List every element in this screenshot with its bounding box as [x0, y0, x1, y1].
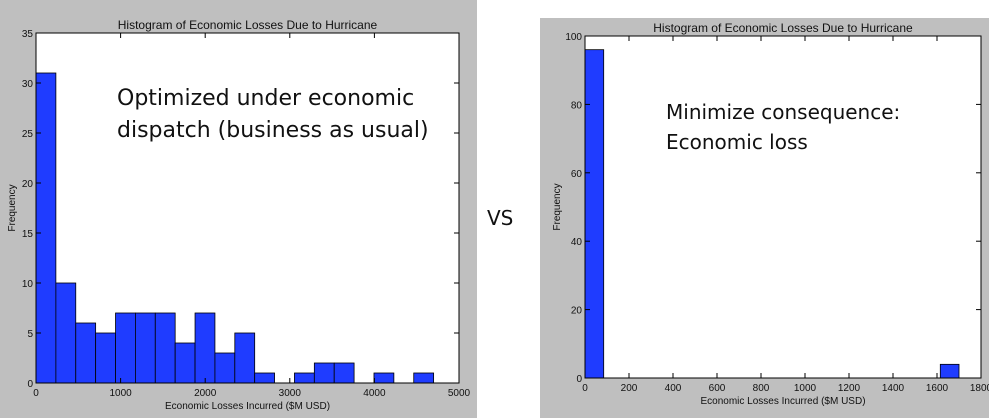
annotation-line: dispatch (business as usual) [117, 118, 429, 143]
vs-label: VS [487, 206, 514, 230]
annotation-line: Economic loss [666, 130, 808, 154]
right-chart-panel: Histogram of Economic Losses Due to Hurr… [540, 18, 989, 418]
histogram-bar [939, 363, 960, 379]
histogram-bar [234, 332, 256, 384]
annotation-line: Optimized under economic [117, 86, 414, 111]
x-tick-label: 0 [582, 383, 588, 394]
y-tick-label: 30 [22, 79, 34, 90]
left-chart-panel: Histogram of Economic Losses Due to Hurr… [0, 0, 477, 418]
y-tick-label: 60 [571, 169, 583, 180]
histogram-bar [413, 372, 435, 384]
x-tick-label: 1400 [882, 383, 905, 394]
y-tick-label: 40 [571, 237, 583, 248]
x-tick-label: 2000 [194, 388, 217, 399]
x-tick-label: 800 [753, 383, 770, 394]
histogram-bar [135, 312, 156, 384]
x-tick-label: 600 [709, 383, 726, 394]
y-tick-label: 20 [22, 179, 34, 190]
plot-area [36, 33, 459, 383]
y-tick-label: 0 [27, 379, 33, 390]
plot-frame [35, 32, 460, 384]
y-tick-label: 35 [22, 29, 34, 40]
x-axis-label: Economic Losses Incurred ($M USD) [165, 401, 330, 412]
histogram-bar [115, 312, 136, 384]
plot-area [585, 36, 981, 378]
y-axis-label: Frequency [7, 184, 18, 231]
chart-title: Histogram of Economic Losses Due to Hurr… [653, 21, 913, 35]
histogram-bar [174, 342, 196, 384]
x-tick-label: 1000 [794, 383, 817, 394]
x-tick-label: 4000 [363, 388, 386, 399]
x-axis-label: Economic Losses Incurred ($M USD) [700, 396, 865, 407]
x-tick-label: 0 [33, 388, 39, 399]
y-tick-label: 5 [27, 329, 33, 340]
x-tick-label: 1600 [926, 383, 949, 394]
x-tick-label: 1000 [109, 388, 132, 399]
x-tick-label: 200 [621, 383, 638, 394]
left-histogram: Histogram of Economic Losses Due to Hurr… [7, 18, 471, 412]
histogram-bar [35, 72, 57, 384]
histogram-bar [194, 312, 216, 384]
x-tick-label: 1200 [838, 383, 861, 394]
y-tick-label: 25 [22, 129, 34, 140]
histogram-bar [154, 312, 176, 384]
histogram-bar [373, 372, 395, 384]
y-tick-label: 20 [571, 306, 583, 317]
chart-title: Histogram of Economic Losses Due to Hurr… [118, 18, 378, 32]
x-tick-label: 1800 [970, 383, 989, 394]
histogram-bar [55, 282, 77, 384]
y-tick-label: 15 [22, 229, 34, 240]
y-tick-label: 0 [576, 374, 582, 385]
histogram-bar [214, 352, 236, 384]
x-tick-label: 400 [665, 383, 682, 394]
histogram-bar [294, 372, 315, 384]
histogram-bar [95, 332, 116, 384]
histogram-bar [313, 362, 335, 384]
histogram-bar [584, 49, 605, 379]
histogram-bar [333, 362, 355, 384]
y-tick-label: 80 [571, 100, 583, 111]
y-tick-label: 100 [565, 32, 582, 43]
histogram-bar [75, 322, 97, 384]
y-axis-label: Frequency [552, 183, 563, 230]
histogram-bar [254, 372, 275, 384]
plot-frame [584, 35, 982, 379]
x-tick-label: 3000 [279, 388, 302, 399]
annotation-line: Minimize consequence: [666, 100, 900, 124]
right-histogram: Histogram of Economic Losses Due to Hurr… [552, 21, 989, 407]
x-tick-label: 5000 [448, 388, 471, 399]
y-tick-label: 10 [22, 279, 34, 290]
